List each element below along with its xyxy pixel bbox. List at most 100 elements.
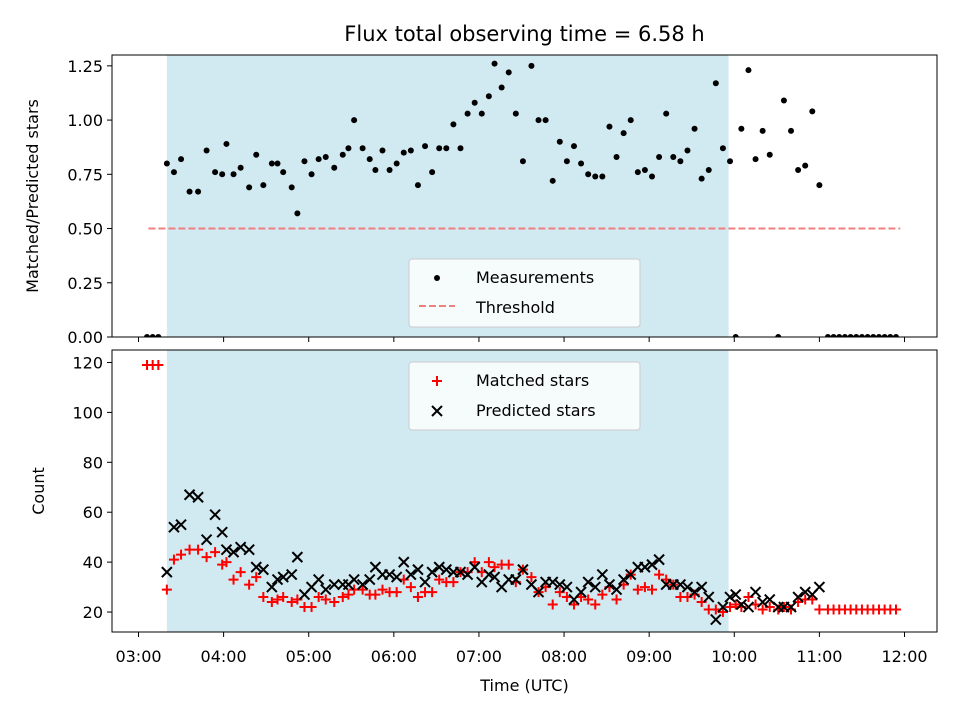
matched-star-marker <box>405 582 416 593</box>
predicted-star-marker <box>688 586 701 598</box>
measurement-point <box>478 110 485 117</box>
measurement-point <box>345 145 352 152</box>
measurement-point <box>802 162 809 169</box>
measurement-point <box>816 182 823 189</box>
x-tick-label: 12:00 <box>881 647 927 666</box>
y-tick-label: 0.50 <box>67 220 103 239</box>
predicted-star-marker <box>749 586 762 598</box>
matched-star-marker <box>176 549 187 560</box>
predicted-star-marker <box>554 578 566 591</box>
matched-star-marker <box>320 594 331 605</box>
measurement-point <box>570 143 577 150</box>
x-tick-label: 03:00 <box>115 647 161 666</box>
predicted-star-marker <box>742 601 755 613</box>
y-tick-label: 80 <box>83 453 103 472</box>
measurement-point <box>178 156 185 163</box>
matched-star-marker <box>357 584 368 595</box>
x-tick-label: 09:00 <box>626 647 672 666</box>
measurement-point <box>563 158 570 165</box>
predicted-star-marker <box>291 551 304 563</box>
measurement-point <box>613 153 620 160</box>
predicted-star-marker <box>603 578 616 591</box>
measurement-point <box>429 169 436 176</box>
predicted-star-marker <box>356 578 369 591</box>
x-tick-label: 04:00 <box>201 647 247 666</box>
matched-star-marker <box>329 597 340 608</box>
matched-star-marker <box>266 597 277 608</box>
measurement-point <box>738 125 745 132</box>
measurement-point <box>727 158 734 165</box>
matched-star-marker <box>313 592 324 603</box>
predicted-star-marker <box>596 568 609 581</box>
measurement-point <box>230 171 237 178</box>
measurement-point <box>443 145 450 152</box>
matched-star-marker <box>583 594 594 605</box>
matched-star-marker <box>221 557 232 568</box>
matched-star-marker <box>547 599 558 610</box>
measurement-point <box>528 62 535 69</box>
predicted-star-marker <box>735 598 748 611</box>
measurement-point <box>498 84 505 91</box>
legend-label: Measurements <box>476 268 594 287</box>
predicted-star-marker <box>277 571 289 583</box>
predicted-star-marker <box>792 591 804 603</box>
matched-star-marker <box>258 592 269 603</box>
predicted-star-marker <box>433 561 445 573</box>
y-tick-label: 1.25 <box>67 57 103 76</box>
matched-star-marker <box>391 587 402 598</box>
y-tick-label: 0.00 <box>67 328 103 347</box>
predicted-star-marker <box>227 546 240 558</box>
axes-frame <box>111 54 938 338</box>
measurement-point <box>864 334 871 337</box>
predicted-star-marker <box>799 586 811 598</box>
measurement-point <box>656 153 663 160</box>
measurement-point <box>592 173 599 180</box>
matched-star-marker <box>377 584 388 595</box>
predicted-star-marker <box>234 541 247 553</box>
measurement-point <box>491 60 498 67</box>
matched-star-marker <box>193 544 204 555</box>
predicted-star-marker <box>383 568 396 581</box>
matched-star-marker <box>611 594 622 605</box>
predicted-star-marker <box>617 573 630 586</box>
x-tick-label: 05:00 <box>286 647 332 666</box>
measurement-point <box>422 143 429 150</box>
measurement-point <box>712 80 719 87</box>
measurement-point <box>620 130 627 137</box>
predicted-star-marker <box>328 578 340 591</box>
y-tick-label: 40 <box>83 553 103 572</box>
predicted-star-marker <box>266 581 278 593</box>
predicted-star-marker <box>364 573 376 586</box>
measurement-point <box>670 153 677 160</box>
measurement-point <box>732 334 739 337</box>
legend: Measurements Threshold <box>408 258 641 328</box>
predicted-star-marker <box>168 521 180 533</box>
predicted-star-marker <box>405 568 417 581</box>
measurement-point <box>698 175 705 182</box>
measurement-point <box>519 158 526 165</box>
matched-star-marker <box>228 574 239 585</box>
predicted-star-marker <box>257 563 270 576</box>
measurement-point <box>775 334 782 337</box>
measurement-point <box>766 151 773 158</box>
matched-star-marker <box>244 579 255 590</box>
y-tick-label: 120 <box>72 353 103 372</box>
measurement-point <box>414 182 421 189</box>
matched-star-marker <box>489 562 500 573</box>
measurement-point <box>170 169 177 176</box>
measurement-point <box>752 156 759 163</box>
x-tick-label: 10:00 <box>711 647 757 666</box>
predicted-star-marker <box>412 563 424 576</box>
measurement-point <box>556 138 563 145</box>
matched-star-marker <box>469 557 480 568</box>
predicted-star-marker <box>639 561 651 573</box>
measurement-point <box>512 110 519 117</box>
matched-star-marker <box>168 554 179 565</box>
measurement-point <box>836 334 843 337</box>
matched-star-marker <box>210 547 221 558</box>
measurement-point <box>186 188 193 195</box>
measurement-point <box>830 334 837 337</box>
measurement-point <box>663 110 670 117</box>
legend-matched-marker <box>432 376 442 386</box>
measurement-point <box>887 334 894 337</box>
